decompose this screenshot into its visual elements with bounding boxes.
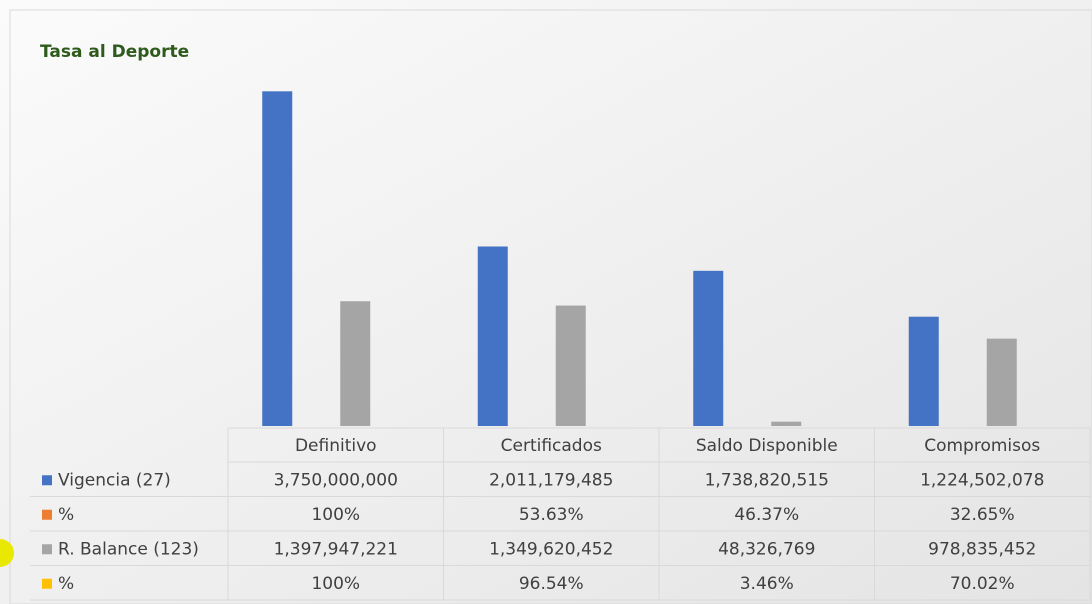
table-value: 3.46% <box>740 574 794 594</box>
table-value: 46.37% <box>734 505 799 525</box>
table-value: 100% <box>311 505 360 525</box>
bar <box>986 338 1017 426</box>
chart-title: Tasa al Deporte <box>40 42 189 62</box>
table-value: 1,397,947,221 <box>274 539 398 559</box>
table-value: 1,738,820,515 <box>705 470 829 490</box>
table-value: 32.65% <box>950 505 1015 525</box>
legend-label: Vigencia (27) <box>58 470 171 490</box>
x-tick-label: Definitivo <box>295 436 377 456</box>
legend-label: R. Balance (123) <box>58 539 199 559</box>
bar <box>262 91 293 426</box>
table-value: 48,326,769 <box>718 539 815 559</box>
bar <box>477 246 508 426</box>
table-value: 100% <box>311 574 360 594</box>
table-value: 96.54% <box>519 574 584 594</box>
table-value: 1,349,620,452 <box>489 539 613 559</box>
legend-label: % <box>58 574 74 594</box>
bar <box>693 270 724 426</box>
chart-border <box>9 9 1092 604</box>
cursor-highlight <box>0 539 14 567</box>
table-value: 978,835,452 <box>928 539 1036 559</box>
table-value: 53.63% <box>519 505 584 525</box>
legend-key <box>42 509 52 520</box>
table-value: 3,750,000,000 <box>274 470 398 490</box>
table-value: 70.02% <box>950 574 1015 594</box>
table-value: 1,224,502,078 <box>920 470 1044 490</box>
bar <box>555 305 586 426</box>
bar <box>908 316 939 426</box>
legend-key <box>42 475 52 486</box>
x-tick-label: Certificados <box>501 436 602 456</box>
x-tick-label: Compromisos <box>924 436 1040 456</box>
legend-key <box>42 544 52 555</box>
x-tick-label: Saldo Disponible <box>696 436 838 456</box>
legend-label: % <box>58 505 74 525</box>
bar <box>340 301 371 426</box>
bar <box>771 421 802 426</box>
table-value: 2,011,179,485 <box>489 470 613 490</box>
legend-key <box>42 578 52 589</box>
